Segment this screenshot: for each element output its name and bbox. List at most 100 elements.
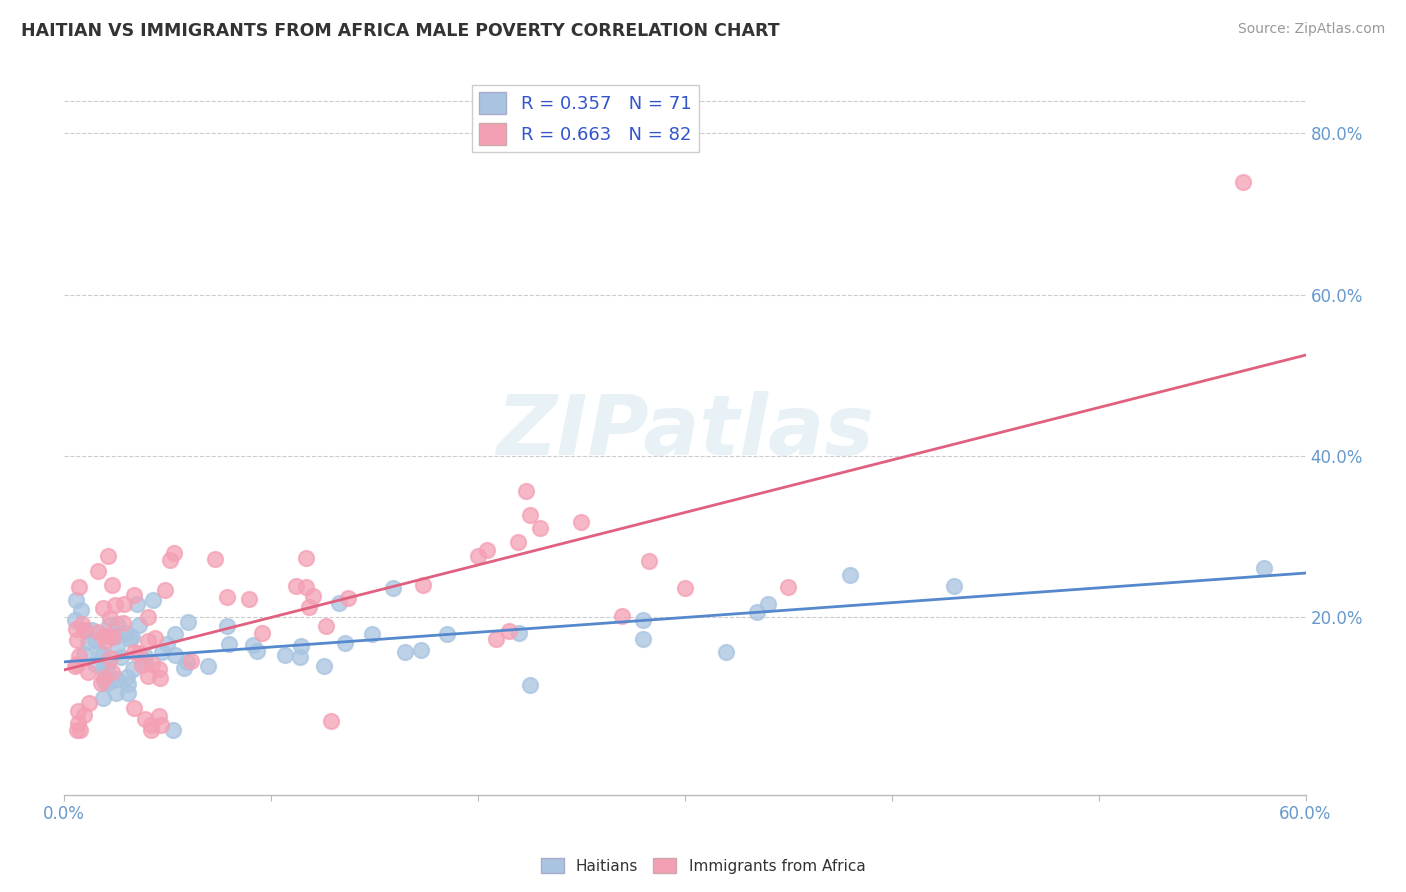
Point (942, 579, 965, 593)
Point (149, 718, 172, 732)
Point (215, 618, 238, 632)
Point (165, 627, 187, 641)
Point (101, 665, 124, 680)
Point (176, 655, 198, 669)
Point (93, 671, 115, 685)
Point (101, 630, 124, 644)
Point (93, 673, 115, 688)
Point (76, 635, 98, 649)
Point (110, 650, 132, 665)
Point (204, 552, 226, 566)
Point (87, 564, 110, 578)
Point (63, 613, 86, 627)
Point (111, 616, 134, 631)
Point (89, 645, 111, 659)
Point (93, 647, 115, 661)
Point (66, 723, 89, 738)
Point (75, 623, 97, 637)
Point (529, 521, 551, 535)
Point (65, 659, 87, 673)
Point (519, 678, 541, 692)
Point (72, 617, 94, 632)
Point (98, 611, 121, 625)
Point (122, 700, 145, 714)
Point (100, 674, 122, 689)
Point (156, 637, 179, 651)
Point (610, 608, 633, 623)
Point (72, 624, 94, 638)
Point (134, 712, 156, 726)
Point (315, 619, 337, 633)
Point (250, 625, 273, 640)
Point (98, 650, 121, 665)
Point (148, 709, 170, 723)
Point (67, 649, 90, 664)
Point (159, 553, 181, 567)
Point (298, 600, 321, 615)
Point (633, 632, 655, 647)
Point (756, 597, 779, 611)
Legend: R = 0.357   N = 71, R = 0.663   N = 82: R = 0.357 N = 71, R = 0.663 N = 82 (472, 85, 699, 153)
Point (67, 715, 90, 730)
Point (177, 615, 200, 629)
Point (73, 708, 96, 723)
Point (96, 675, 118, 690)
Point (84, 657, 107, 671)
Point (98, 628, 121, 642)
Point (218, 638, 240, 652)
Point (138, 669, 160, 683)
Point (508, 626, 530, 640)
Point (136, 634, 159, 648)
Point (91, 601, 114, 615)
Point (91, 690, 114, 705)
Point (153, 583, 176, 598)
Text: Source: ZipAtlas.com: Source: ZipAtlas.com (1237, 22, 1385, 37)
Point (122, 645, 145, 659)
Text: ZIPatlas: ZIPatlas (496, 392, 873, 472)
Point (117, 677, 139, 691)
Point (519, 508, 541, 522)
Point (288, 649, 311, 664)
Point (173, 661, 195, 675)
Point (290, 639, 312, 653)
Point (120, 632, 142, 646)
Point (148, 671, 170, 685)
Point (197, 659, 219, 673)
Point (1232, 175, 1254, 189)
Point (839, 568, 862, 582)
Point (105, 616, 128, 631)
Point (87, 625, 110, 640)
Point (436, 627, 458, 641)
Point (150, 645, 173, 659)
Point (77, 665, 100, 679)
Point (91, 662, 114, 676)
Point (467, 549, 489, 563)
Point (246, 643, 269, 657)
Point (77, 696, 100, 710)
Point (122, 589, 145, 603)
Point (131, 658, 153, 673)
Point (1253, 560, 1275, 574)
Point (745, 605, 768, 619)
Point (631, 613, 654, 627)
Text: HAITIAN VS IMMIGRANTS FROM AFRICA MALE POVERTY CORRELATION CHART: HAITIAN VS IMMIGRANTS FROM AFRICA MALE P… (21, 22, 780, 40)
Point (105, 672, 128, 686)
Point (217, 591, 239, 605)
Point (778, 580, 800, 594)
Point (319, 714, 342, 729)
Point (69, 723, 91, 738)
Point (104, 629, 127, 643)
Point (295, 551, 318, 566)
Point (673, 581, 696, 595)
Point (714, 645, 737, 659)
Point (411, 643, 433, 657)
Point (93, 634, 115, 648)
Point (72, 647, 94, 661)
Point (100, 578, 122, 592)
Point (93, 629, 115, 643)
Legend: Haitians, Immigrants from Africa: Haitians, Immigrants from Africa (534, 852, 872, 880)
Point (141, 657, 163, 672)
Point (162, 723, 184, 738)
Point (295, 581, 318, 595)
Point (301, 589, 323, 603)
